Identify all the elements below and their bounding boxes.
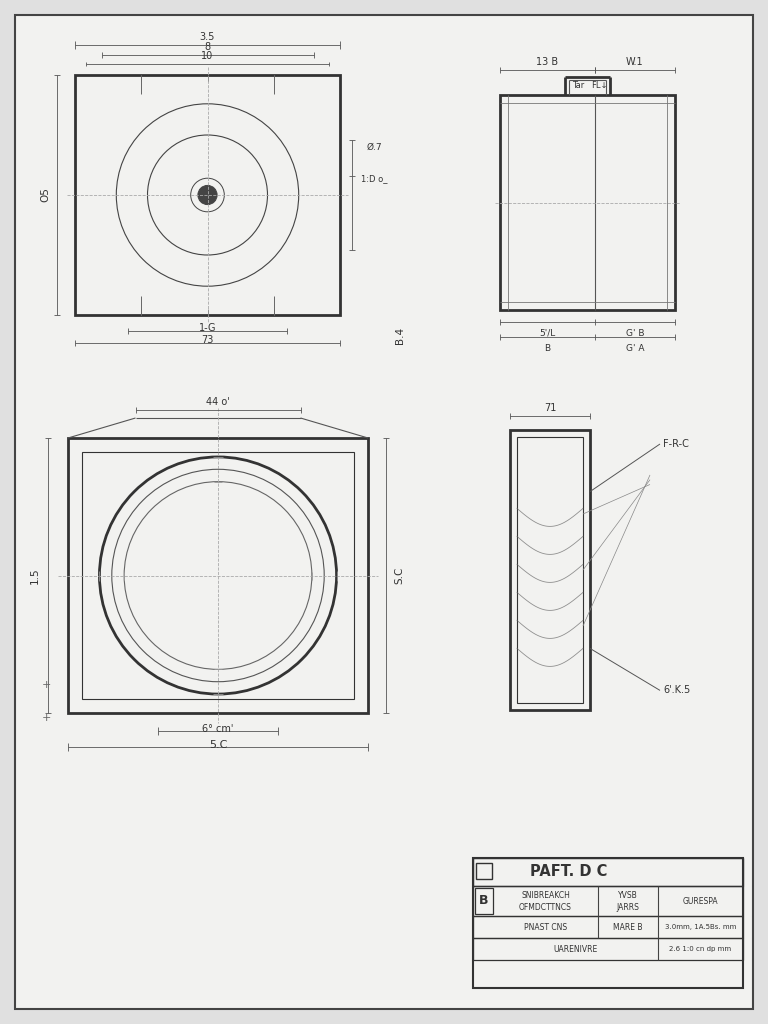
Text: 73: 73 bbox=[201, 335, 214, 345]
Bar bbox=[75, 75, 340, 315]
Text: B.4: B.4 bbox=[395, 327, 405, 344]
Bar bbox=[473, 886, 743, 916]
Bar bbox=[473, 938, 743, 961]
Bar bbox=[473, 858, 743, 988]
Text: 2.6 1:0 cn dp mm: 2.6 1:0 cn dp mm bbox=[670, 946, 732, 952]
Bar bbox=[500, 95, 675, 310]
Text: Tar: Tar bbox=[572, 81, 584, 89]
Text: 13 B: 13 B bbox=[536, 57, 558, 67]
Text: OFMDCTTNCS: OFMDCTTNCS bbox=[519, 903, 572, 912]
Text: +: + bbox=[41, 713, 51, 723]
Text: 6° cm': 6° cm' bbox=[202, 724, 233, 734]
Text: PAFT. D C: PAFT. D C bbox=[530, 864, 607, 880]
Bar bbox=[473, 858, 743, 886]
Text: W.1: W.1 bbox=[626, 57, 644, 67]
Text: 5.C: 5.C bbox=[209, 740, 227, 750]
Text: 71: 71 bbox=[544, 403, 556, 413]
Text: +: + bbox=[41, 680, 51, 690]
Circle shape bbox=[198, 185, 217, 205]
Bar bbox=[473, 916, 743, 938]
Text: GURESPA: GURESPA bbox=[683, 896, 718, 905]
Text: 1:D o_: 1:D o_ bbox=[361, 174, 387, 182]
Bar bbox=[476, 863, 492, 879]
Text: 1.5: 1.5 bbox=[30, 567, 40, 584]
Bar bbox=[82, 452, 354, 699]
Text: 44 o': 44 o' bbox=[206, 397, 230, 407]
Text: B: B bbox=[545, 344, 551, 353]
Bar bbox=[510, 430, 590, 710]
Bar bbox=[475, 888, 493, 914]
Text: FL↓: FL↓ bbox=[591, 81, 607, 89]
Text: PNAST CNS: PNAST CNS bbox=[524, 923, 567, 932]
Text: 8: 8 bbox=[204, 42, 210, 52]
Text: G' A: G' A bbox=[625, 344, 644, 353]
Text: B: B bbox=[479, 895, 488, 907]
Text: UARENIVRE: UARENIVRE bbox=[554, 944, 598, 953]
Text: MARE B: MARE B bbox=[614, 923, 643, 932]
Text: 3.0mm, 1A.5Bs. mm: 3.0mm, 1A.5Bs. mm bbox=[665, 924, 737, 930]
Text: O5: O5 bbox=[40, 187, 50, 203]
Text: F-R-C: F-R-C bbox=[663, 439, 689, 449]
Bar bbox=[517, 437, 583, 703]
Text: YVSB: YVSB bbox=[618, 892, 638, 900]
Bar bbox=[68, 438, 368, 713]
Text: 6'.K.5: 6'.K.5 bbox=[663, 685, 690, 695]
Text: 1-G: 1-G bbox=[199, 323, 217, 333]
Text: 10: 10 bbox=[201, 51, 214, 61]
Text: 3.5: 3.5 bbox=[200, 32, 215, 42]
Text: G' B: G' B bbox=[625, 329, 644, 338]
Text: JARRS: JARRS bbox=[617, 903, 640, 912]
Text: SNIBREAKCH: SNIBREAKCH bbox=[521, 892, 570, 900]
Text: Ø.7: Ø.7 bbox=[366, 142, 382, 152]
Text: 5'/L: 5'/L bbox=[539, 329, 555, 338]
Text: S.C: S.C bbox=[394, 567, 404, 584]
